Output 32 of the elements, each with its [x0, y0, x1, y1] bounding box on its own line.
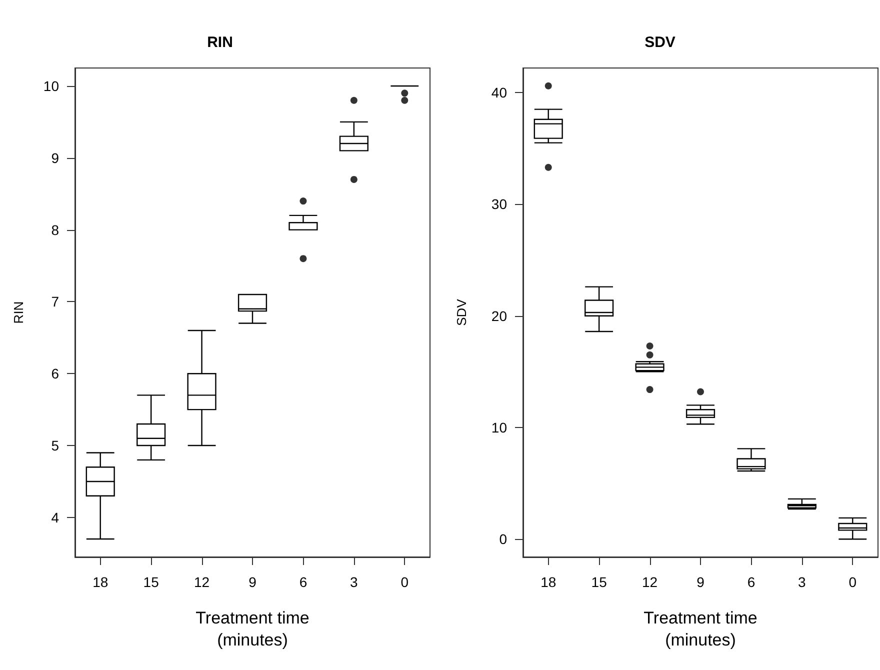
y-tick-label: 9: [51, 150, 60, 166]
y-axis-title: SDV: [454, 298, 469, 326]
y-tick-label: 10: [43, 78, 60, 94]
x-tick-label: 12: [194, 574, 210, 590]
x-tick-label: 15: [591, 574, 608, 590]
chart-title: SDV: [644, 34, 676, 51]
x-tick-label: 18: [92, 574, 108, 590]
y-tick-label: 5: [51, 438, 60, 454]
x-tick-label: 18: [540, 574, 556, 590]
x-tick-label: 3: [798, 574, 806, 590]
y-tick-label: 40: [491, 84, 508, 101]
y-tick-label: 30: [491, 196, 508, 212]
x-tick-label: 6: [747, 574, 756, 590]
x-tick-label: 0: [848, 574, 857, 590]
x-tick-label: 6: [299, 574, 308, 590]
y-tick-label: 8: [51, 222, 60, 238]
x-axis-title: Treatment time (minutes): [196, 608, 310, 650]
x-tick-label: 0: [400, 574, 409, 590]
x-axis-title: Treatment time (minutes): [644, 608, 758, 650]
y-tick-label: 4: [51, 509, 60, 526]
y-tick-label: 0: [499, 531, 508, 548]
y-tick-label: 6: [51, 366, 60, 382]
x-tick-label: 9: [248, 574, 257, 590]
y-tick-label: 20: [491, 308, 508, 324]
y-tick-label: 10: [491, 419, 508, 436]
y-tick-label: 7: [51, 294, 60, 310]
x-tick-label: 3: [350, 574, 358, 590]
chart-title: RIN: [207, 34, 233, 51]
x-tick-label: 15: [143, 574, 160, 590]
y-axis-title: RIN: [11, 301, 26, 324]
x-tick-label: 12: [642, 574, 658, 590]
x-tick-label: 9: [696, 574, 705, 590]
